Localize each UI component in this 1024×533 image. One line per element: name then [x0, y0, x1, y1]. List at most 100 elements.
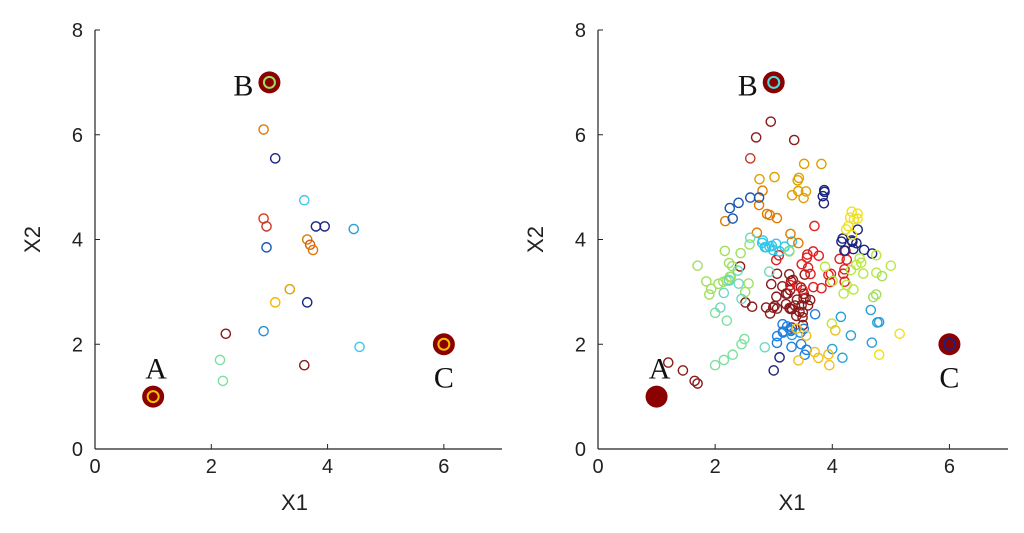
data-point	[796, 258, 808, 270]
data-point	[757, 235, 769, 246]
data-point	[784, 246, 795, 257]
data-point	[791, 323, 802, 334]
data-point	[789, 300, 801, 311]
data-point	[799, 349, 811, 361]
scatter-panel-right: 0 2 4 6 0 2 4 6 8 X1 X2 A B C	[523, 20, 1008, 515]
data-point	[797, 319, 809, 331]
data-point	[220, 328, 232, 340]
anchor-marker-b	[762, 71, 785, 94]
data-point	[800, 186, 812, 197]
data-point	[705, 283, 717, 295]
data-point	[798, 192, 809, 204]
data-point	[258, 325, 269, 337]
data-point	[284, 283, 296, 295]
data-point	[867, 291, 879, 303]
x-tick-label: 0	[89, 456, 100, 478]
data-point	[310, 221, 322, 232]
data-point	[769, 171, 780, 183]
data-point	[797, 311, 808, 323]
y-tick-label: 8	[72, 20, 83, 42]
data-point	[759, 241, 771, 253]
y-tick-label: 2	[575, 334, 586, 356]
data-point	[791, 294, 803, 305]
data-point	[788, 134, 800, 146]
data-point	[791, 280, 803, 291]
data-point	[826, 343, 838, 355]
data-point	[792, 185, 804, 197]
anchor-label-a: A	[145, 353, 167, 386]
anchor-marker-c	[432, 333, 455, 356]
y-tick-label: 6	[575, 125, 586, 147]
data-point	[809, 308, 821, 320]
data-point	[885, 260, 897, 271]
x-tick-label: 4	[322, 456, 333, 478]
x-tick-label: 2	[710, 456, 721, 478]
y-tick-label: 4	[72, 230, 83, 252]
data-point	[848, 284, 859, 295]
data-point	[258, 124, 269, 135]
data-point	[839, 264, 850, 275]
data-point	[754, 173, 765, 185]
data-point	[718, 287, 730, 299]
data-point	[852, 224, 864, 235]
data-point	[750, 132, 762, 143]
data-point	[764, 209, 776, 221]
anchor-label-b: B	[233, 69, 253, 102]
data-point	[354, 341, 365, 353]
data-point	[799, 269, 811, 280]
data-point	[677, 365, 689, 376]
x-tick-label: 0	[592, 456, 603, 478]
data-point	[830, 325, 841, 336]
scatter-panel-left: 0 2 4 6 0 2 4 6 8 X1 X2 A B C	[20, 20, 502, 515]
y-tick-label: 0	[72, 439, 83, 461]
anchor-marker-inner	[767, 75, 781, 89]
y-tick-label: 6	[72, 125, 83, 147]
data-point	[835, 311, 847, 323]
data-point	[692, 260, 703, 271]
data-point	[837, 233, 848, 244]
anchor-label-a: A	[649, 353, 671, 386]
data-point	[744, 232, 756, 244]
data-point	[753, 192, 765, 203]
data-point	[876, 270, 888, 282]
data-point	[751, 227, 763, 239]
y-tick-label: 4	[575, 230, 586, 252]
data-point	[798, 293, 809, 304]
data-point	[785, 228, 796, 240]
data-point	[847, 236, 858, 248]
anchor-marker-a	[142, 385, 165, 408]
data-point	[304, 239, 316, 251]
data-point	[760, 302, 772, 313]
y-tick-label: 2	[72, 334, 83, 356]
data-point	[826, 318, 838, 329]
data-point	[792, 175, 803, 186]
data-point	[846, 229, 858, 241]
data-point	[841, 279, 852, 291]
anchor-marker-inner	[437, 337, 451, 351]
data-point	[771, 330, 783, 342]
data-point	[765, 278, 777, 290]
data-point	[840, 224, 852, 235]
data-point	[692, 378, 703, 389]
data-point	[736, 338, 747, 350]
data-point	[735, 247, 746, 259]
data-point	[766, 240, 778, 252]
data-point	[744, 192, 756, 203]
data-point	[771, 303, 783, 314]
anchor-marker-inner	[650, 390, 664, 404]
data-point	[767, 302, 779, 313]
data-point	[805, 268, 816, 280]
data-point	[784, 279, 796, 291]
data-point	[870, 289, 882, 300]
anchor-marker-inner	[262, 75, 276, 89]
data-point	[348, 223, 360, 235]
data-point	[816, 158, 827, 170]
data-point	[846, 206, 857, 217]
data-point	[269, 153, 281, 164]
data-point	[871, 267, 882, 278]
data-point	[771, 212, 783, 224]
data-point	[800, 330, 812, 341]
data-point	[759, 341, 771, 353]
data-point	[873, 349, 885, 361]
